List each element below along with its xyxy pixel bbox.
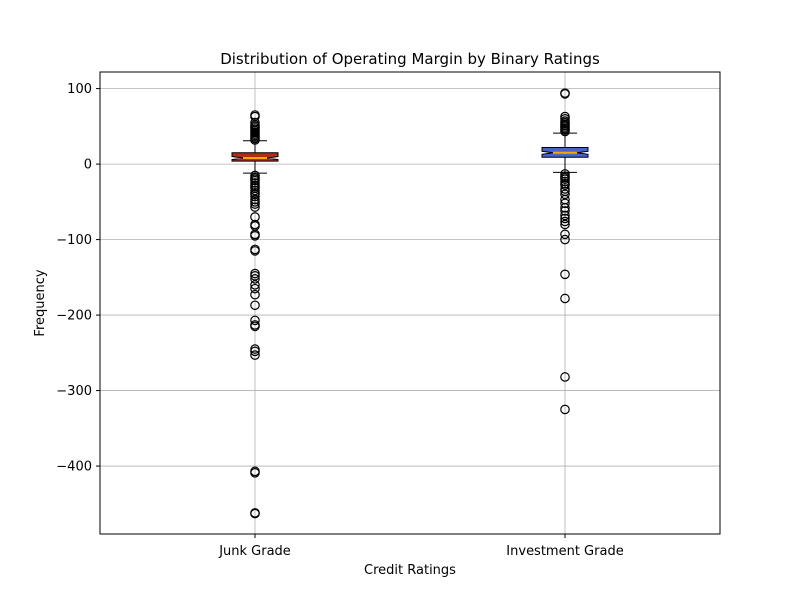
- plot-frame: [99, 71, 721, 535]
- outlier-point: [250, 508, 260, 519]
- outlier-point: [560, 198, 570, 209]
- outlier-point: [250, 350, 260, 360]
- outlier-point: [560, 404, 570, 415]
- outlier-point: [250, 346, 260, 357]
- outlier-point: [560, 126, 570, 137]
- outlier-point: [560, 372, 570, 382]
- x-axis-label: Credit Ratings: [364, 563, 456, 578]
- outlier-point: [560, 203, 570, 213]
- outlier-point: [560, 293, 570, 304]
- outlier-point: [250, 274, 260, 284]
- y-tick-label: −300: [56, 384, 92, 399]
- outlier-point: [250, 280, 260, 290]
- outlier-point: [250, 271, 260, 281]
- outlier-point: [560, 216, 570, 227]
- outlier-point: [250, 231, 260, 241]
- outlier-point: [250, 212, 260, 222]
- y-tick-label: −200: [56, 309, 92, 324]
- y-tick-label: −400: [56, 460, 92, 475]
- y-tick-label: −100: [56, 233, 92, 248]
- outlier-point: [560, 219, 570, 230]
- outlier-point: [560, 229, 570, 240]
- outlier-point: [560, 213, 570, 224]
- outlier-point: [250, 315, 260, 326]
- y-tick-label: 100: [67, 82, 92, 97]
- outlier-point: [560, 180, 570, 191]
- x-tick-label: Junk Grade: [218, 544, 291, 559]
- outlier-point: [250, 283, 260, 294]
- y-tick-label: 0: [84, 158, 92, 173]
- outlier-point: [250, 300, 260, 311]
- x-tick-label: Investment Grade: [506, 544, 623, 559]
- outlier-point: [250, 199, 260, 209]
- outlier-point: [560, 234, 570, 245]
- outlier-point: [250, 289, 260, 300]
- box-body: [231, 152, 279, 162]
- axis-ticks: 100 0 −100 −200 −300 −400 Junk Grade Investment…: [56, 82, 623, 559]
- outlier-point: [250, 246, 260, 256]
- outlier-point: [250, 135, 260, 145]
- outlier-point: [250, 468, 260, 478]
- outlier-point: [560, 210, 570, 221]
- outlier-point: [560, 206, 570, 216]
- outlier-point: [560, 89, 570, 99]
- grid-lines: [100, 72, 720, 534]
- outlier-point: [250, 202, 260, 212]
- outlier-point: [250, 191, 260, 202]
- chart-title: Distribution of Operating Margin by Bina…: [220, 50, 600, 68]
- outlier-point: [560, 269, 570, 280]
- outlier-point: [560, 189, 570, 200]
- outlier-point: [250, 321, 260, 332]
- plot-data: [231, 88, 589, 519]
- y-axis-label: Frequency: [33, 269, 48, 336]
